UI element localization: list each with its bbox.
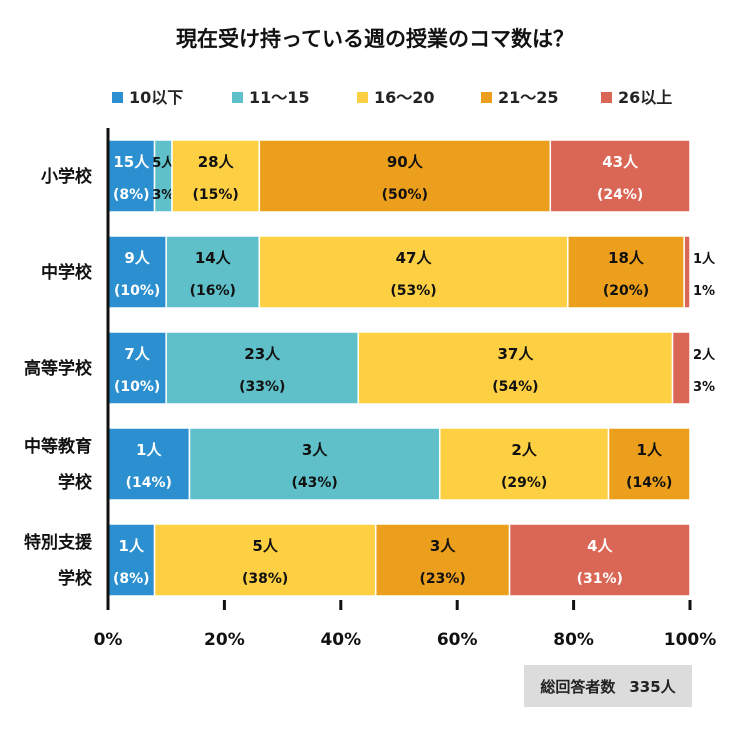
data-label-percent: (43%) bbox=[291, 475, 337, 491]
total-value: 335人 bbox=[629, 677, 676, 696]
category-label: 小学校 bbox=[41, 166, 93, 187]
bar-segment bbox=[258, 139, 552, 213]
data-label-percent: (24%) bbox=[597, 187, 643, 203]
bar-segment bbox=[165, 235, 261, 309]
x-tick-label: 0% bbox=[94, 630, 123, 650]
data-label-count: 4人 bbox=[587, 537, 613, 555]
legend-label: 11〜15 bbox=[249, 88, 310, 107]
bar-segment bbox=[567, 235, 685, 309]
data-label-percent: (15%) bbox=[193, 187, 239, 203]
data-label-count: 90人 bbox=[387, 153, 424, 171]
data-label-count: 2人 bbox=[693, 347, 716, 363]
legend-label: 10以下 bbox=[129, 88, 183, 107]
data-label-count: 28人 bbox=[198, 153, 235, 171]
x-tick-label: 80% bbox=[553, 630, 594, 650]
bar-segment bbox=[683, 235, 691, 309]
legend-label: 21〜25 bbox=[498, 88, 559, 107]
legend-swatch bbox=[601, 92, 612, 103]
bar-segment bbox=[374, 523, 511, 597]
data-label-percent: (53%) bbox=[390, 283, 436, 299]
data-label-count: 43人 bbox=[602, 153, 639, 171]
data-label-percent: (29%) bbox=[501, 475, 547, 491]
legend-swatch bbox=[481, 92, 492, 103]
legend-label: 16〜20 bbox=[374, 88, 435, 107]
category-label: 学校 bbox=[58, 472, 93, 493]
total-respondents-box: 総回答者数 335人 bbox=[524, 665, 692, 707]
data-label-count: 1人 bbox=[693, 251, 716, 267]
bar-segment bbox=[671, 331, 691, 405]
legend-label: 26以上 bbox=[618, 88, 672, 107]
data-label-count: 1人 bbox=[637, 441, 663, 459]
category-label: 高等学校 bbox=[24, 358, 93, 379]
bar-segment bbox=[258, 235, 569, 309]
bar-segment bbox=[357, 331, 674, 405]
legend-swatch bbox=[112, 92, 123, 103]
bar-segment bbox=[153, 523, 377, 597]
data-label-percent: (31%) bbox=[577, 571, 623, 587]
category-label: 中学校 bbox=[41, 262, 93, 283]
legend-swatch bbox=[357, 92, 368, 103]
bar-segment bbox=[438, 427, 610, 501]
data-label-count: 3人 bbox=[430, 537, 456, 555]
chart-title: 現在受け持っている週の授業のコマ数は？ bbox=[176, 27, 574, 51]
data-label-count: 1人 bbox=[119, 537, 145, 555]
x-tick-label: 60% bbox=[437, 630, 478, 650]
bar-segment bbox=[107, 427, 191, 501]
data-label-count: 15人 bbox=[113, 153, 150, 171]
data-label-percent: 1% bbox=[693, 284, 715, 299]
bar-segment bbox=[107, 523, 156, 597]
data-label-percent: (10%) bbox=[114, 379, 160, 395]
data-label-count: 47人 bbox=[396, 249, 433, 267]
data-label-percent: 3% bbox=[693, 380, 715, 395]
data-label-count: 7人 bbox=[124, 345, 150, 363]
data-label-percent: (8%) bbox=[113, 187, 150, 203]
data-label-percent: (20%) bbox=[603, 283, 649, 299]
x-tick-label: 40% bbox=[320, 630, 361, 650]
data-label-percent: (33%) bbox=[239, 379, 285, 395]
data-label-percent: (14%) bbox=[626, 475, 672, 491]
legend-swatch bbox=[232, 92, 243, 103]
category-label: 学校 bbox=[58, 568, 93, 589]
data-label-percent: 3% bbox=[152, 188, 174, 203]
data-label-count: 37人 bbox=[497, 345, 534, 363]
total-label: 総回答者数 bbox=[540, 677, 616, 696]
data-label-percent: (14%) bbox=[126, 475, 172, 491]
data-label-percent: (54%) bbox=[492, 379, 538, 395]
data-label-percent: (50%) bbox=[382, 187, 428, 203]
data-label-percent: (16%) bbox=[190, 283, 236, 299]
data-label-count: 2人 bbox=[511, 441, 537, 459]
data-label-count: 14人 bbox=[195, 249, 232, 267]
data-label-count: 9人 bbox=[124, 249, 150, 267]
bar-segment bbox=[607, 427, 691, 501]
x-tick-label: 100% bbox=[664, 630, 717, 650]
x-tick-label: 20% bbox=[204, 630, 245, 650]
category-label: 中等教育 bbox=[24, 436, 92, 457]
bar-segment bbox=[107, 235, 167, 309]
data-label-count: 3人 bbox=[302, 441, 328, 459]
data-label-percent: (38%) bbox=[242, 571, 288, 587]
data-label-count: 18人 bbox=[608, 249, 645, 267]
bar-segment bbox=[508, 523, 691, 597]
category-label: 特別支援 bbox=[24, 532, 93, 553]
data-label-percent: (8%) bbox=[113, 571, 150, 587]
bar-segment bbox=[107, 331, 167, 405]
data-label-percent: (10%) bbox=[114, 283, 160, 299]
data-label-percent: (23%) bbox=[419, 571, 465, 587]
data-label-count: 1人 bbox=[136, 441, 162, 459]
bar-segment bbox=[165, 331, 360, 405]
data-label-count: 5人 bbox=[152, 155, 175, 171]
bar-segment bbox=[549, 139, 691, 213]
data-label-count: 5人 bbox=[252, 537, 278, 555]
data-label-count: 23人 bbox=[244, 345, 281, 363]
